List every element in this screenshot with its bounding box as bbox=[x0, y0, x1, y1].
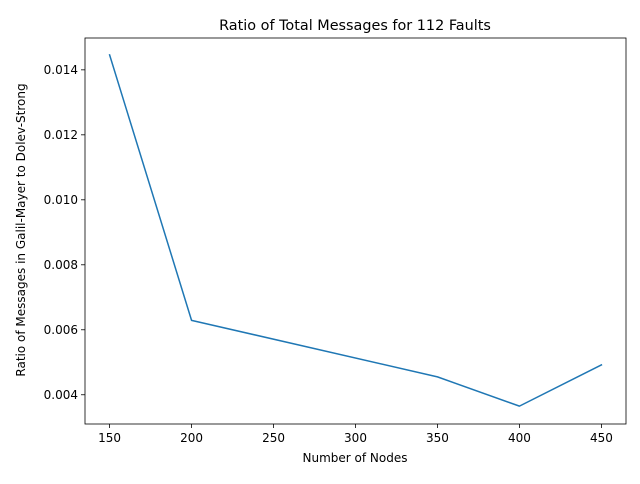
x-axis-label: Number of Nodes bbox=[303, 451, 408, 465]
y-tick-label-1: 0.006 bbox=[44, 323, 78, 337]
x-tick-label-150: 150 bbox=[98, 431, 121, 445]
x-tick-label-250: 250 bbox=[262, 431, 285, 445]
y-tick-label-3: 0.010 bbox=[44, 193, 78, 207]
x-tick-label-450: 450 bbox=[590, 431, 613, 445]
x-tick-label-300: 300 bbox=[344, 431, 367, 445]
x-tick-label-350: 350 bbox=[426, 431, 449, 445]
chart-title: Ratio of Total Messages for 112 Faults bbox=[219, 18, 491, 34]
plot-frame bbox=[84, 37, 627, 425]
y-tick-label-5: 0.014 bbox=[44, 63, 78, 77]
y-tick-label-2: 0.008 bbox=[44, 258, 78, 272]
x-tick-label-400: 400 bbox=[508, 431, 531, 445]
y-tick-label-4: 0.012 bbox=[44, 128, 78, 142]
y-tick-label-0: 0.004 bbox=[44, 388, 78, 402]
x-tick-label-200: 200 bbox=[180, 431, 203, 445]
plot-area: 150 200 250 300 350 400 450 0.004 0.006 0.008 0.01… bbox=[44, 37, 627, 445]
series-line-0 bbox=[108, 53, 603, 407]
y-axis-label: Ratio of Messages in Galil-Mayer to Dole… bbox=[14, 83, 28, 376]
